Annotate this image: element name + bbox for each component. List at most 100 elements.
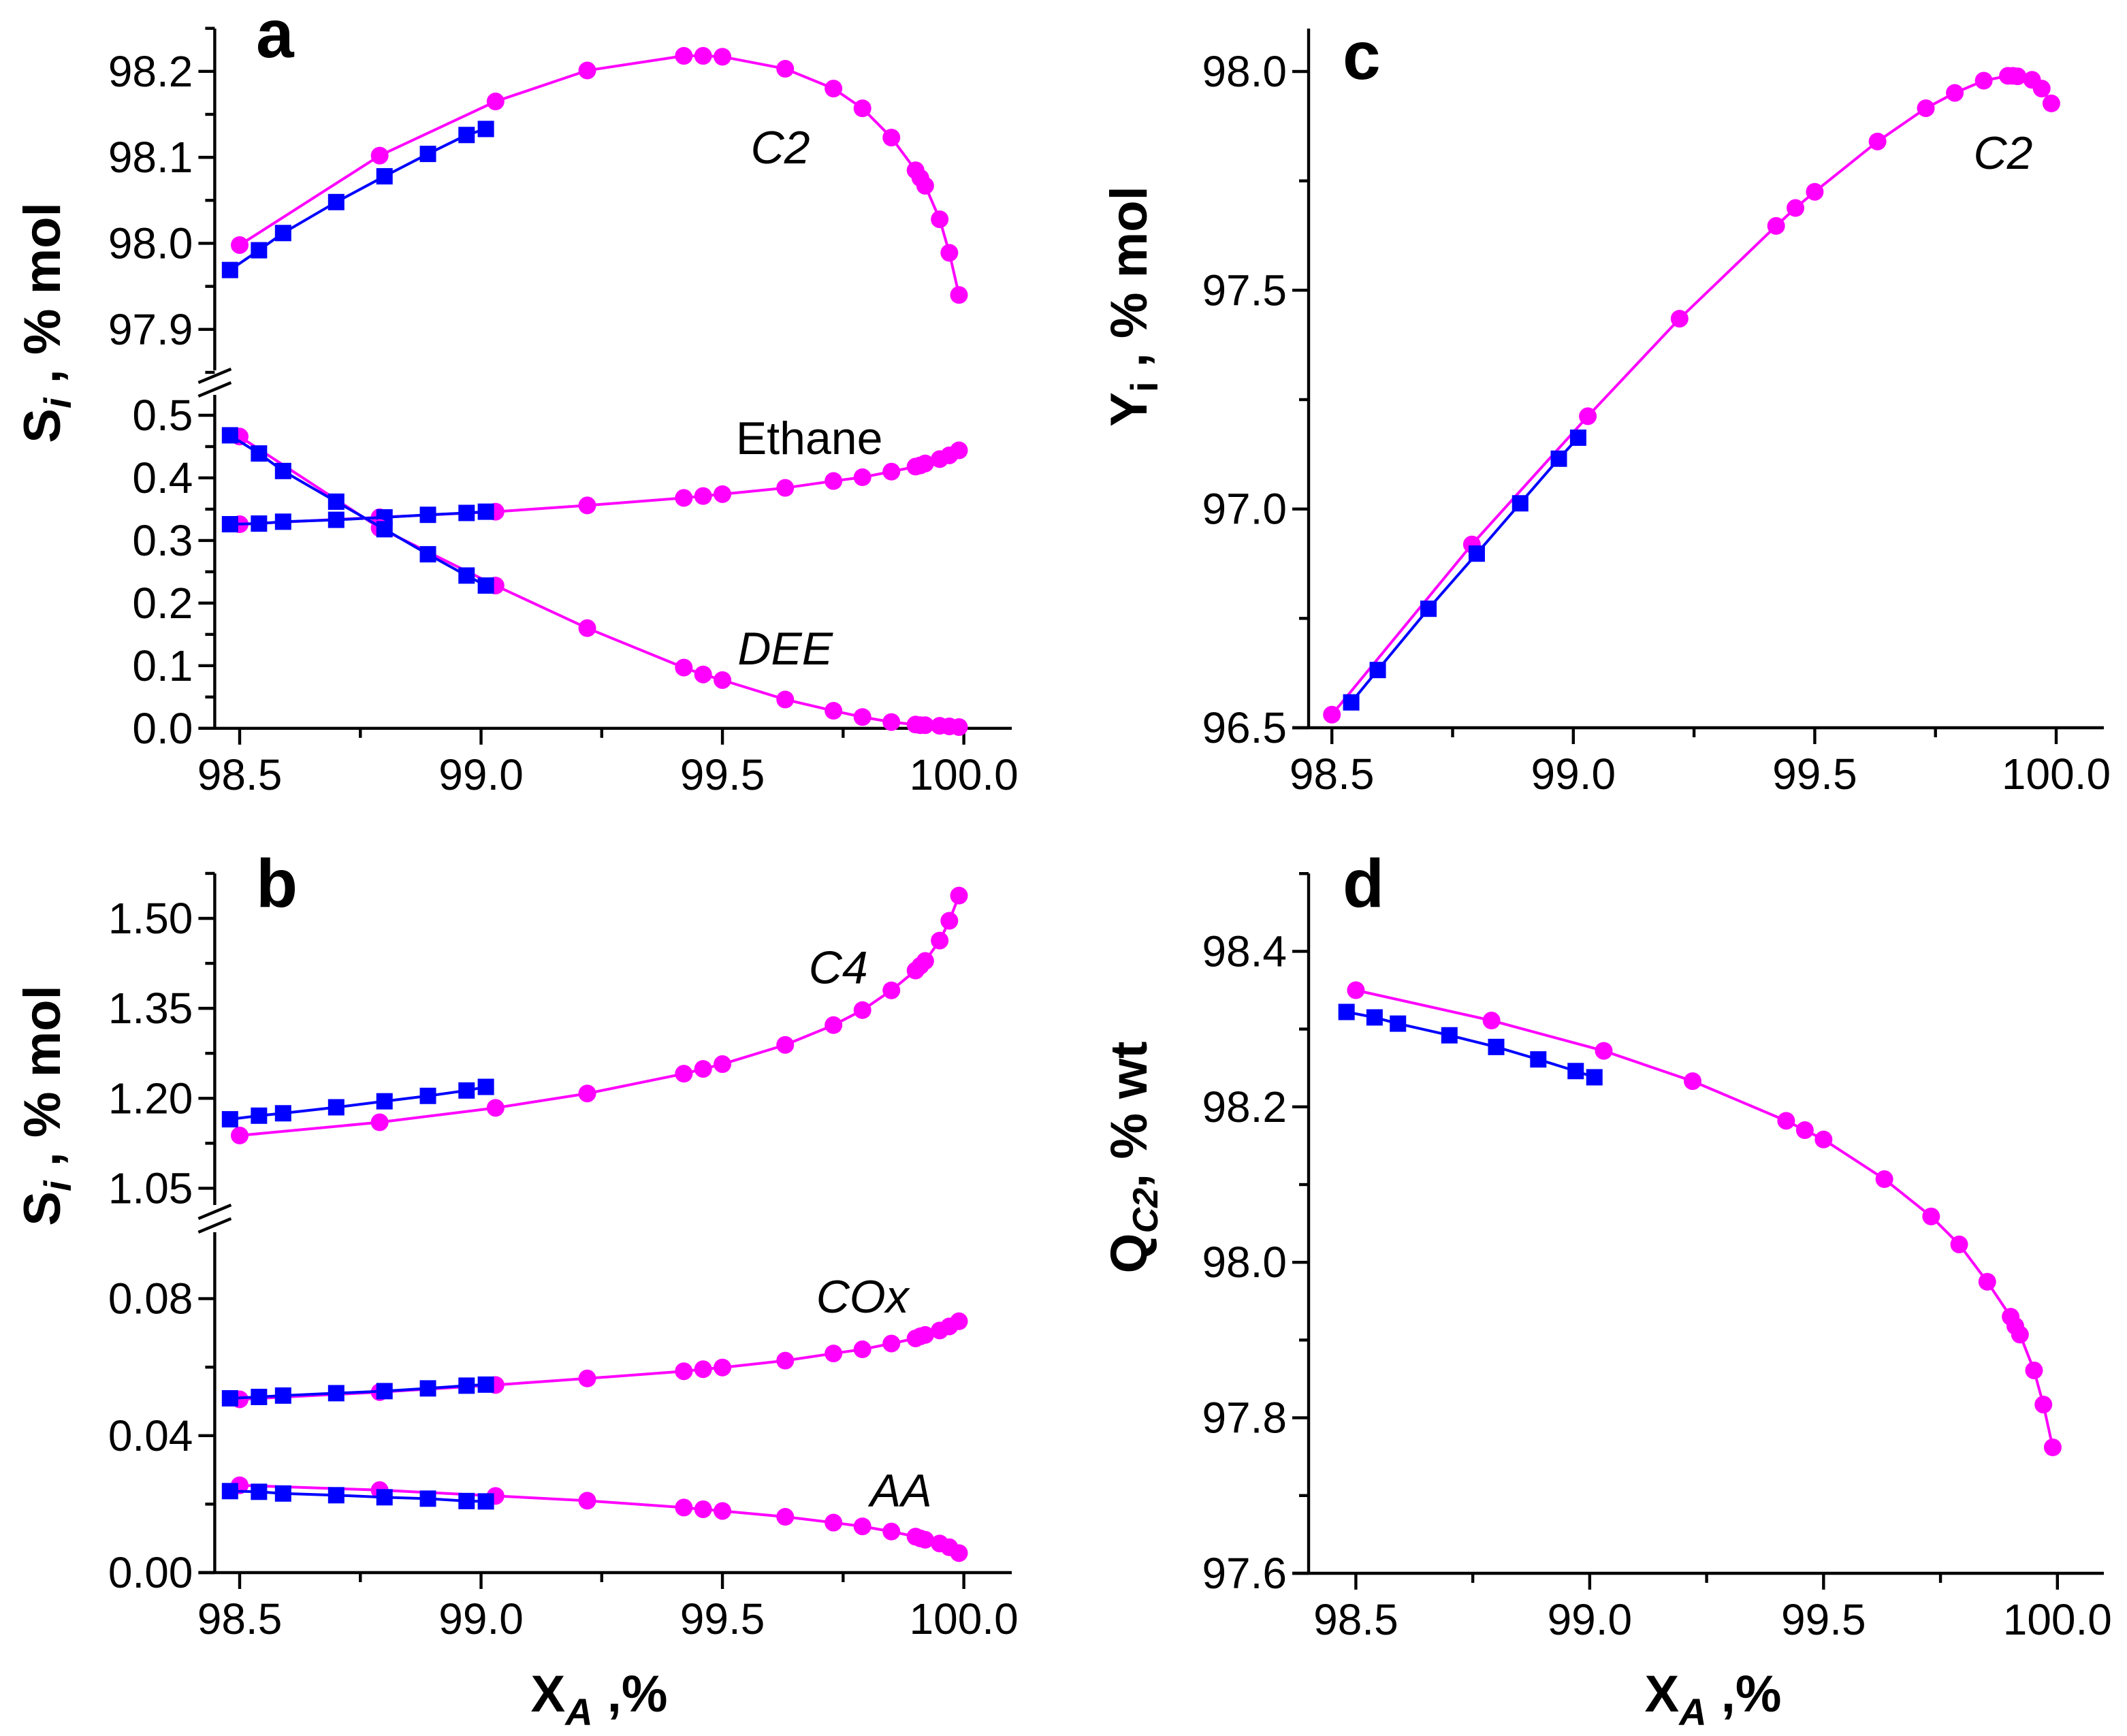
data-point-circle: [1767, 216, 1785, 235]
data-point-square: [274, 513, 291, 530]
data-point-circle: [231, 236, 249, 254]
data-point-circle: [1683, 1072, 1701, 1091]
y-axis-title-c: Yi , % mol: [1100, 186, 1166, 426]
series-line: [229, 127, 487, 272]
data-point-square: [419, 1380, 436, 1397]
data-point-circle: [714, 1358, 732, 1377]
data-point-circle: [1347, 981, 1365, 999]
y-tick-label: 97.8: [1202, 1394, 1287, 1443]
plot-layer: 98.298.198.097.90.50.40.30.20.10.098.5 99…: [108, 27, 2112, 1644]
data-point-square: [274, 1105, 291, 1122]
data-point-circle: [675, 1065, 693, 1083]
data-point-square: [327, 493, 345, 510]
data-point-circle: [825, 80, 843, 98]
x-axis-title-d: XA ,%: [1645, 1665, 1782, 1733]
y-axis-title-d: QC2, % wt: [1100, 1042, 1166, 1274]
data-point-circle: [825, 702, 843, 720]
data-point-square: [221, 516, 238, 533]
series-cox-squares-: [221, 1376, 494, 1407]
data-point-square: [477, 503, 494, 520]
data-point-circle: [916, 1530, 934, 1549]
y-tick-label: 98.2: [108, 47, 193, 96]
y-tick-label: 0.5: [132, 391, 193, 440]
data-point-circle: [916, 716, 934, 735]
data-point-circle: [694, 1060, 712, 1078]
data-point-square: [221, 1111, 238, 1128]
axis-break-mark: [197, 1203, 232, 1221]
axis-break-mark: [197, 1217, 232, 1234]
panel-letter-c: c: [1343, 18, 1381, 94]
data-point-circle: [578, 1369, 596, 1387]
series-line: [239, 895, 961, 1137]
data-point-circle: [714, 1502, 732, 1520]
x-tick-label: 98.5: [197, 750, 283, 799]
x-tick-label: 98.5: [1313, 1595, 1398, 1644]
x-axis-title-b: XA ,%: [531, 1665, 668, 1733]
data-point-circle: [1670, 310, 1689, 328]
data-point-square: [458, 1082, 475, 1099]
data-point-circle: [1978, 1272, 1996, 1291]
data-point-circle: [2025, 1361, 2043, 1379]
series-c2-circles-: [231, 47, 968, 304]
y-tick-label: 0.1: [132, 641, 193, 690]
data-point-circle: [714, 485, 732, 503]
data-point-circle: [231, 1126, 249, 1144]
x-tick-label: 99.5: [1772, 750, 1857, 799]
data-point-square: [458, 1492, 475, 1509]
series-line: [1355, 988, 2054, 1448]
data-point-circle: [882, 1334, 901, 1353]
data-point-circle: [578, 61, 596, 80]
data-point-circle: [950, 1544, 968, 1562]
y-tick-label: 0.0: [132, 704, 193, 753]
y-tick-label: 98.4: [1202, 927, 1287, 976]
data-point-circle: [694, 47, 712, 65]
data-point-circle: [675, 1498, 693, 1517]
data-point-square: [221, 1389, 238, 1407]
series-c2-yield-circles-: [1323, 67, 2060, 724]
data-point-square: [376, 521, 393, 538]
data-point-circle: [776, 1351, 795, 1370]
data-point-circle: [1946, 84, 1964, 102]
y-tick-label: 0.04: [108, 1411, 193, 1460]
y-tick-label: 1.20: [108, 1074, 193, 1123]
data-point-square: [327, 511, 345, 528]
data-point-circle: [916, 176, 934, 195]
y-tick-label: 98.2: [1202, 1082, 1287, 1131]
axis-break-mark: [197, 367, 232, 385]
data-point-circle: [486, 1099, 505, 1117]
data-point-circle: [1777, 1112, 1795, 1130]
data-point-circle: [825, 1513, 843, 1532]
data-point-circle: [950, 718, 968, 736]
data-point-circle: [675, 1362, 693, 1381]
y-tick-label: 1.05: [108, 1163, 193, 1212]
data-point-square: [419, 507, 436, 524]
data-point-circle: [1806, 182, 1824, 201]
data-point-square: [477, 577, 494, 594]
data-point-circle: [950, 1312, 968, 1330]
y-tick-label: 0.4: [132, 453, 193, 502]
curve-label-cox: COx: [816, 1271, 910, 1323]
series-dee-squares-: [221, 427, 494, 594]
data-point-circle: [2011, 1325, 2029, 1344]
data-point-circle: [776, 60, 795, 78]
x-tick-label: 100.0: [2003, 1595, 2112, 1644]
y-tick-label: 97.0: [1202, 485, 1287, 534]
series-line: [1346, 1010, 1595, 1079]
data-point-circle: [853, 468, 871, 487]
data-point-square: [419, 1087, 436, 1104]
data-point-circle: [1922, 1207, 1940, 1225]
data-point-square: [251, 1107, 268, 1124]
data-point-circle: [714, 1055, 732, 1074]
data-point-circle: [694, 1500, 712, 1518]
data-point-circle: [675, 489, 693, 507]
data-point-square: [1338, 1003, 1355, 1020]
data-point-circle: [675, 658, 693, 677]
data-point-circle: [776, 690, 795, 709]
data-point-circle: [853, 708, 871, 726]
data-point-square: [458, 1377, 475, 1394]
data-point-square: [1567, 1063, 1584, 1080]
data-point-square: [477, 1376, 494, 1393]
y-tick-label: 0.00: [108, 1548, 193, 1597]
curve-label-c4: C4: [809, 942, 868, 993]
